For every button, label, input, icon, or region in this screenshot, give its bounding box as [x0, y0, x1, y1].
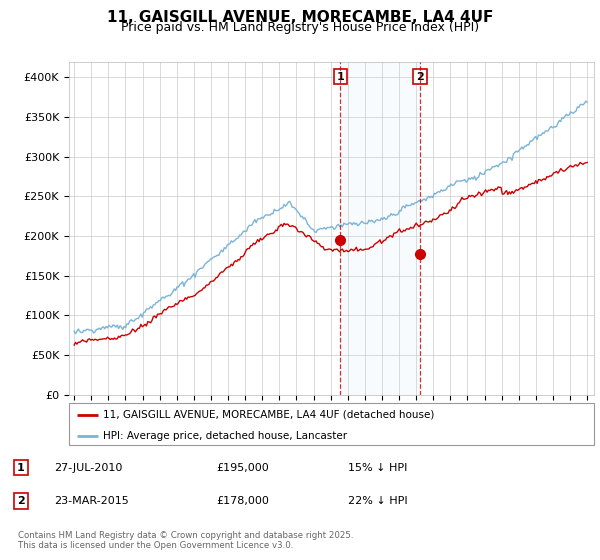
Text: 11, GAISGILL AVENUE, MORECAMBE, LA4 4UF (detached house): 11, GAISGILL AVENUE, MORECAMBE, LA4 4UF …	[103, 410, 434, 420]
Text: 1: 1	[17, 463, 25, 473]
Text: £195,000: £195,000	[216, 463, 269, 473]
Bar	[340, 62, 420, 395]
Text: 2: 2	[17, 496, 25, 506]
Text: £178,000: £178,000	[216, 496, 269, 506]
Text: 1: 1	[337, 72, 344, 82]
Text: Contains HM Land Registry data © Crown copyright and database right 2025.
This d: Contains HM Land Registry data © Crown c…	[18, 530, 353, 550]
Text: 22% ↓ HPI: 22% ↓ HPI	[348, 496, 407, 506]
Text: 2: 2	[416, 72, 424, 82]
Text: 23-MAR-2015: 23-MAR-2015	[54, 496, 129, 506]
Text: Price paid vs. HM Land Registry's House Price Index (HPI): Price paid vs. HM Land Registry's House …	[121, 21, 479, 34]
FancyBboxPatch shape	[69, 403, 594, 445]
Text: 27-JUL-2010: 27-JUL-2010	[54, 463, 122, 473]
Text: 15% ↓ HPI: 15% ↓ HPI	[348, 463, 407, 473]
Text: HPI: Average price, detached house, Lancaster: HPI: Average price, detached house, Lanc…	[103, 431, 347, 441]
Text: 11, GAISGILL AVENUE, MORECAMBE, LA4 4UF: 11, GAISGILL AVENUE, MORECAMBE, LA4 4UF	[107, 10, 493, 25]
